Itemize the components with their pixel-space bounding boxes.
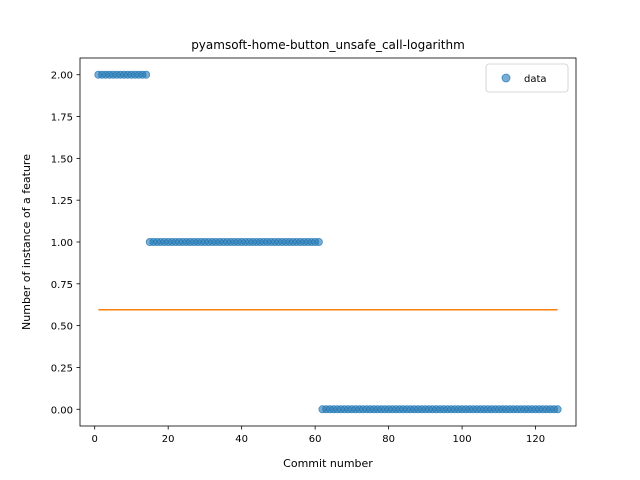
x-tick-label: 60 (309, 434, 322, 445)
data-point (553, 405, 562, 414)
plot-marks (94, 70, 562, 414)
y-tick-label: 0.50 (51, 322, 73, 333)
x-tick-label: 0 (92, 434, 98, 445)
data-point (142, 70, 151, 79)
y-tick-label: 0.25 (51, 363, 73, 374)
legend-label: data (524, 74, 547, 85)
axes: 0 20 40 60 80 100 120 0.00 0.25 0.50 0.75 1.00 1.25 1… (51, 57, 577, 445)
chart-title: pyamsoft-home-button_unsafe_call-logarit… (191, 38, 465, 52)
y-tick-label: 1.50 (51, 154, 73, 165)
x-axis-label: Commit number (283, 457, 373, 470)
y-tick-label: 1.25 (51, 196, 73, 207)
y-tick-label: 1.00 (51, 238, 73, 249)
x-tick-label: 80 (382, 434, 395, 445)
y-axis-label: Number of instance of a feature (20, 154, 33, 330)
legend: data (485, 63, 569, 93)
legend-box (485, 63, 569, 93)
y-tick-label: 2.00 (51, 71, 73, 82)
x-tick-label: 40 (235, 434, 248, 445)
data-point (314, 237, 323, 246)
legend-marker (501, 73, 511, 83)
y-tick-label: 0.75 (51, 280, 73, 291)
y-tick-label: 1.75 (51, 113, 73, 124)
x-tick-label: 120 (526, 434, 545, 445)
x-tick-label: 20 (162, 434, 175, 445)
x-tick-label: 100 (453, 434, 472, 445)
y-tick-label: 0.00 (51, 405, 73, 416)
